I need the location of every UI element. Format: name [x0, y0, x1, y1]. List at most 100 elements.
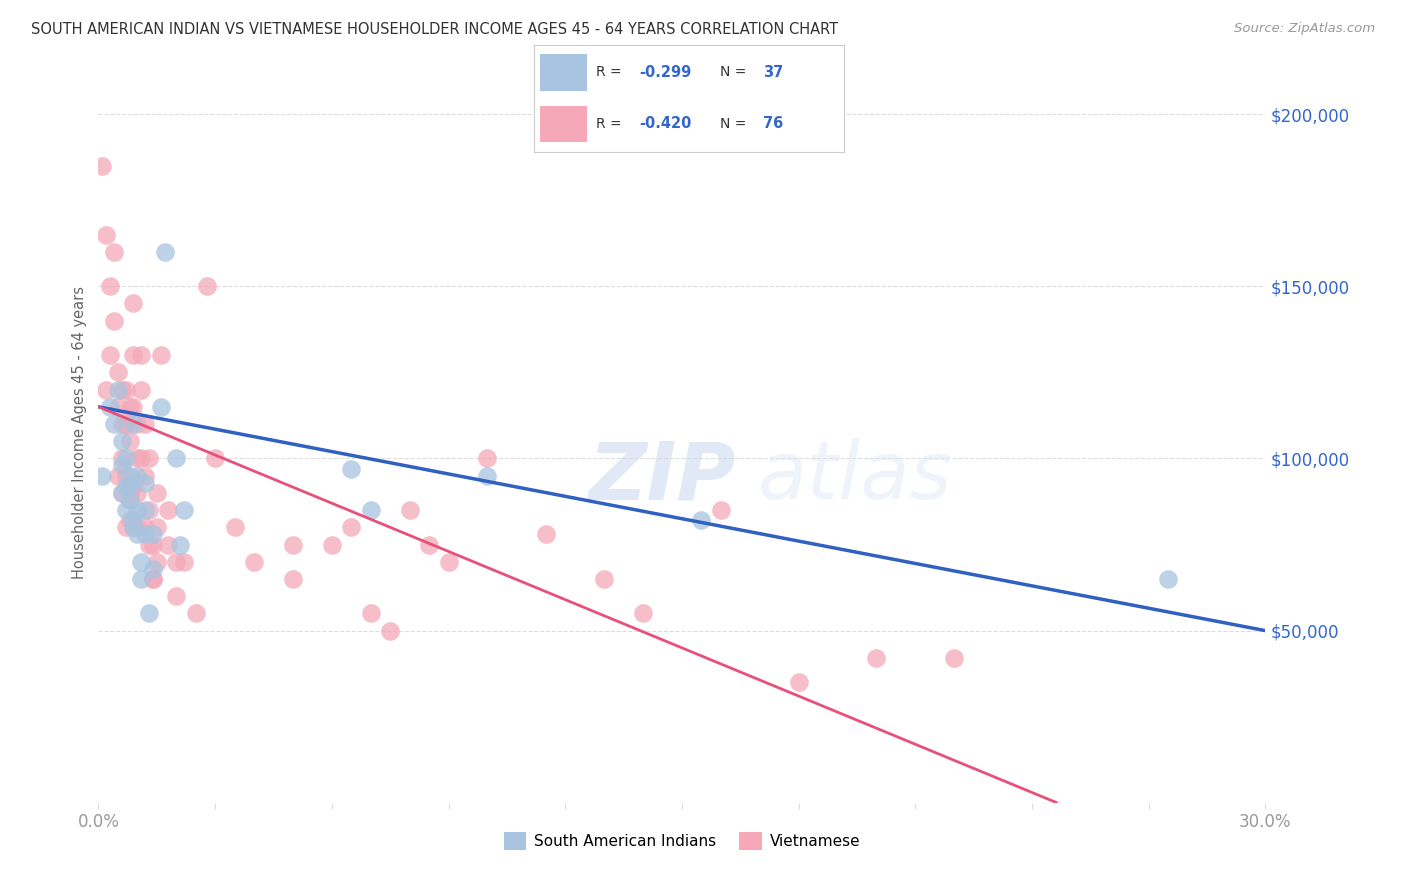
Point: [149, 348, 172, 362]
Point: [129, 572, 152, 586]
Point: [118, 468, 141, 483]
Point: [943, 651, 966, 665]
Point: [122, 400, 145, 414]
Point: [103, 417, 125, 431]
Point: [107, 468, 129, 483]
Point: [98, 348, 121, 362]
Point: [165, 555, 187, 569]
Point: [321, 537, 343, 551]
Point: [142, 572, 165, 586]
Point: [690, 513, 713, 527]
Text: Source: ZipAtlas.com: Source: ZipAtlas.com: [1234, 22, 1375, 36]
Point: [146, 555, 169, 569]
Point: [118, 492, 141, 507]
Point: [129, 348, 152, 362]
Point: [437, 555, 460, 569]
Point: [118, 492, 141, 507]
Point: [114, 417, 136, 431]
Point: [157, 503, 180, 517]
Text: -0.420: -0.420: [640, 116, 692, 131]
Point: [103, 314, 125, 328]
Point: [118, 486, 141, 500]
Point: [204, 451, 226, 466]
Point: [111, 458, 134, 473]
Point: [195, 279, 218, 293]
Point: [127, 451, 149, 466]
Point: [127, 527, 149, 541]
Point: [114, 479, 136, 493]
Point: [129, 383, 152, 397]
Point: [107, 365, 129, 379]
Point: [114, 417, 136, 431]
Text: atlas: atlas: [758, 438, 952, 516]
Text: 76: 76: [763, 116, 783, 131]
Point: [127, 503, 149, 517]
Point: [122, 520, 145, 534]
Text: ZIP: ZIP: [589, 438, 735, 516]
Text: R =: R =: [596, 65, 626, 79]
Point: [865, 651, 887, 665]
Point: [173, 555, 195, 569]
Point: [111, 451, 134, 466]
Point: [111, 417, 134, 431]
Point: [380, 624, 402, 638]
Point: [477, 468, 499, 483]
Point: [142, 561, 165, 575]
Text: 37: 37: [763, 65, 783, 80]
Point: [122, 296, 145, 310]
Point: [142, 572, 165, 586]
Point: [134, 468, 156, 483]
Point: [134, 475, 156, 490]
Point: [118, 434, 141, 449]
Point: [127, 486, 149, 500]
Y-axis label: Householder Income Ages 45 - 64 years: Householder Income Ages 45 - 64 years: [72, 286, 87, 579]
Point: [122, 513, 145, 527]
Point: [111, 383, 134, 397]
Text: R =: R =: [596, 117, 626, 131]
Point: [398, 503, 420, 517]
Point: [340, 520, 363, 534]
FancyBboxPatch shape: [540, 54, 586, 91]
Point: [360, 607, 382, 621]
Point: [138, 451, 160, 466]
Point: [134, 527, 156, 541]
Point: [169, 537, 191, 551]
Point: [122, 417, 145, 431]
Point: [418, 537, 440, 551]
Point: [122, 348, 145, 362]
Point: [281, 572, 304, 586]
Point: [118, 513, 141, 527]
Point: [114, 520, 136, 534]
Point: [142, 527, 165, 541]
Point: [127, 520, 149, 534]
Text: N =: N =: [720, 65, 751, 79]
Point: [114, 468, 136, 483]
Point: [127, 417, 149, 431]
Point: [146, 486, 169, 500]
Point: [122, 520, 145, 534]
Point: [103, 244, 125, 259]
Point: [91, 159, 114, 173]
Point: [165, 589, 187, 603]
Point: [340, 462, 363, 476]
Point: [98, 279, 121, 293]
Point: [114, 503, 136, 517]
Legend: South American Indians, Vietnamese: South American Indians, Vietnamese: [496, 824, 868, 858]
Point: [91, 468, 114, 483]
Point: [114, 451, 136, 466]
Point: [157, 537, 180, 551]
Point: [107, 400, 129, 414]
Point: [98, 400, 121, 414]
Point: [111, 486, 134, 500]
Point: [111, 434, 134, 449]
Point: [134, 503, 156, 517]
Point: [96, 383, 118, 397]
Point: [96, 227, 118, 242]
Point: [138, 607, 160, 621]
FancyBboxPatch shape: [540, 105, 586, 142]
Point: [118, 479, 141, 493]
Point: [138, 537, 160, 551]
Point: [243, 555, 266, 569]
Point: [631, 607, 654, 621]
Point: [111, 486, 134, 500]
